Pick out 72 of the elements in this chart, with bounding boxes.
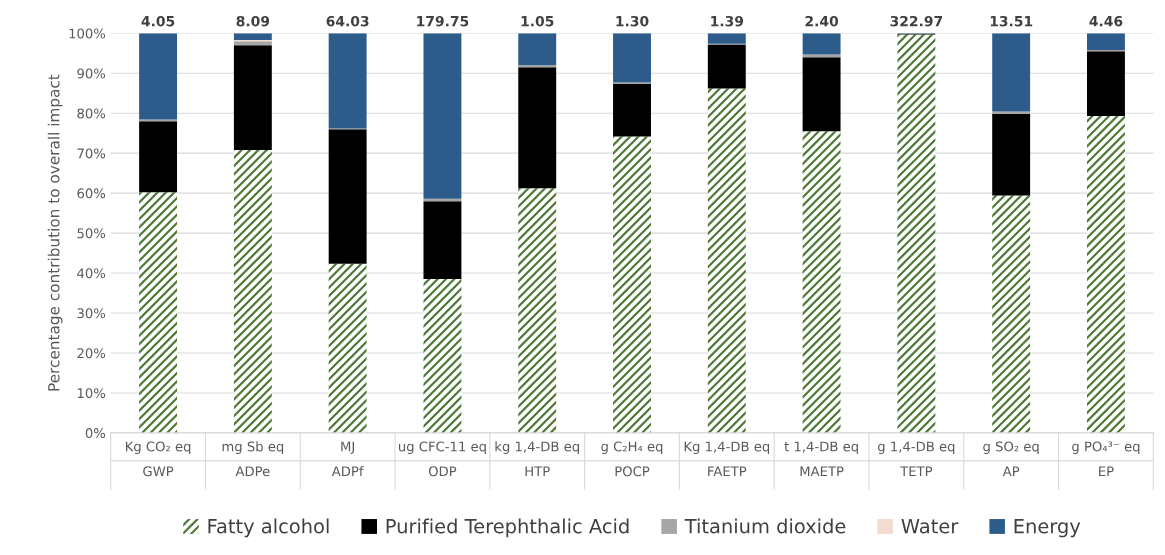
x-tick-label: g SO₂ eq AP bbox=[983, 441, 1039, 477]
bar bbox=[897, 34, 936, 433]
x-tick-label: g C₂H₄ eq POCP bbox=[601, 441, 663, 477]
annotation: 4.05 bbox=[141, 15, 175, 27]
bar bbox=[518, 67, 557, 189]
y-tick-label: 50% bbox=[77, 228, 106, 239]
annotation: 2.40 bbox=[805, 15, 839, 27]
y-tick-label: 30% bbox=[77, 308, 106, 319]
annotation: 1.05 bbox=[521, 15, 554, 27]
bar bbox=[139, 121, 178, 193]
bar bbox=[802, 57, 841, 132]
bar bbox=[518, 65, 557, 68]
bar bbox=[992, 195, 1031, 433]
x-tick-label: Kg CO₂ eq GWP bbox=[125, 441, 191, 477]
y-tick-label: 70% bbox=[77, 148, 106, 159]
legend-label: Energy bbox=[1014, 519, 1081, 538]
annotation: 1.30 bbox=[616, 15, 649, 27]
y-tick-label: 10% bbox=[77, 388, 106, 399]
x-tick-label: g PO₄³⁻ eq EP bbox=[1072, 441, 1140, 477]
bar bbox=[1087, 51, 1125, 117]
bar bbox=[328, 33, 367, 129]
annotation: 322.97 bbox=[890, 15, 943, 27]
bar bbox=[802, 131, 841, 433]
x-tick-label: MJ ADPf bbox=[331, 441, 364, 477]
bar bbox=[992, 33, 1031, 112]
y-tick-label: 60% bbox=[77, 188, 106, 199]
y-tick-label: 0% bbox=[85, 428, 106, 439]
y-tick-label: 80% bbox=[77, 108, 106, 119]
x-tick-label: g 1,4-DB eq TETP bbox=[878, 441, 955, 477]
bar bbox=[707, 88, 746, 433]
bar bbox=[802, 33, 841, 55]
legend-label: Titanium dioxide bbox=[684, 518, 846, 534]
bar bbox=[613, 33, 651, 83]
bar bbox=[233, 149, 272, 433]
legend-label: Purified Terephthalic Acid bbox=[386, 518, 629, 538]
bar bbox=[328, 263, 367, 433]
bar bbox=[802, 54, 841, 58]
x-tick-label: Kg 1,4-DB eq FAETP bbox=[684, 441, 770, 477]
bar bbox=[613, 136, 651, 433]
annotation: 179.75 bbox=[417, 15, 469, 27]
x-tick-label: ug CFC-11 eq ODP bbox=[398, 441, 486, 477]
annotation: 4.46 bbox=[1089, 15, 1123, 27]
legend-label: Fatty alcohol bbox=[208, 518, 329, 538]
bar bbox=[518, 33, 557, 66]
y-tick-label: 20% bbox=[77, 348, 106, 359]
bar bbox=[139, 33, 178, 120]
bar bbox=[328, 129, 367, 264]
y-tick-label: 40% bbox=[77, 268, 106, 279]
bar bbox=[707, 44, 746, 89]
legend-label: Water bbox=[901, 519, 959, 534]
bar bbox=[233, 41, 272, 46]
annotation: 64.03 bbox=[326, 15, 369, 27]
y-tick-label: 90% bbox=[77, 68, 106, 79]
bar bbox=[518, 188, 557, 433]
y-tick-label: 100% bbox=[69, 28, 106, 39]
annotation: 13.51 bbox=[990, 15, 1033, 27]
bar bbox=[613, 84, 651, 137]
bar bbox=[1087, 116, 1125, 433]
bar bbox=[233, 45, 272, 150]
bar bbox=[139, 192, 178, 433]
x-tick-label: mg Sb eq ADPe bbox=[222, 441, 284, 477]
bar bbox=[423, 279, 462, 433]
bar bbox=[992, 114, 1031, 196]
annotation: 8.09 bbox=[236, 15, 270, 27]
bar bbox=[423, 201, 462, 280]
x-tick-label: kg 1,4-DB eq HTP bbox=[495, 441, 579, 477]
bar bbox=[1087, 33, 1125, 51]
bar bbox=[707, 33, 746, 44]
y-axis-title: Percentage contribution to overall impact bbox=[47, 74, 63, 391]
x-tick-label: t 1,4-DB eq MAETP bbox=[784, 441, 858, 477]
bar bbox=[423, 33, 462, 199]
annotation: 1.39 bbox=[711, 15, 744, 27]
